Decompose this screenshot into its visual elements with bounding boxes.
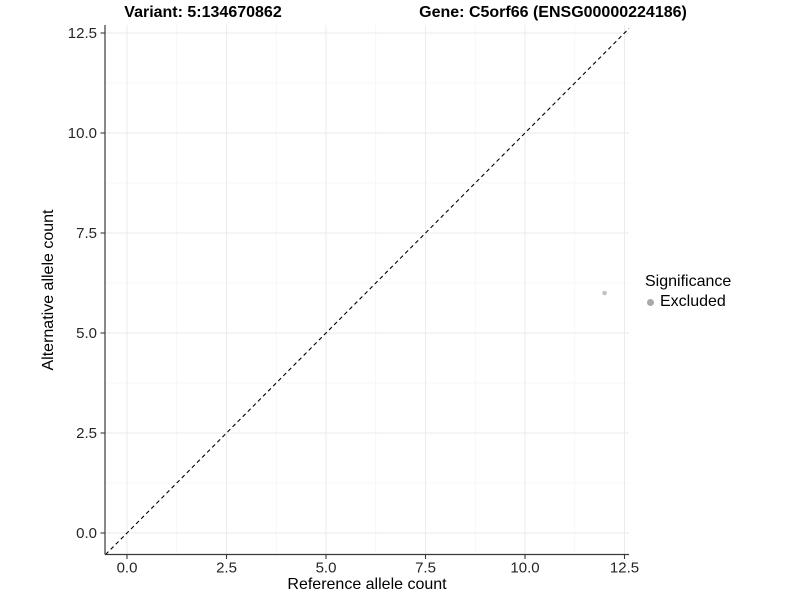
gene-title: Gene: C5orf66 (ENSG00000224186)	[419, 4, 687, 21]
svg-text:12.5: 12.5	[68, 25, 97, 42]
svg-text:7.5: 7.5	[415, 560, 436, 577]
legend-title: Significance	[645, 273, 732, 290]
y-axis-title: Alternative allele count	[40, 209, 57, 371]
svg-text:5.0: 5.0	[76, 325, 97, 342]
x-axis-title: Reference allele count	[287, 576, 447, 593]
svg-text:7.5: 7.5	[76, 225, 97, 242]
svg-text:0.0: 0.0	[76, 525, 97, 542]
svg-text:0.0: 0.0	[117, 560, 138, 577]
svg-text:10.0: 10.0	[68, 125, 97, 142]
legend-point-icon	[647, 298, 654, 306]
svg-text:10.0: 10.0	[510, 560, 539, 577]
svg-text:2.5: 2.5	[76, 425, 97, 442]
legend-item-excluded: Excluded	[645, 292, 731, 312]
legend: Significance Excluded	[645, 272, 731, 312]
svg-text:12.5: 12.5	[610, 560, 639, 577]
legend-item-label: Excluded	[660, 293, 726, 310]
variant-title: Variant: 5:134670862	[124, 4, 282, 21]
svg-text:5.0: 5.0	[316, 560, 337, 577]
svg-text:2.5: 2.5	[216, 560, 237, 577]
